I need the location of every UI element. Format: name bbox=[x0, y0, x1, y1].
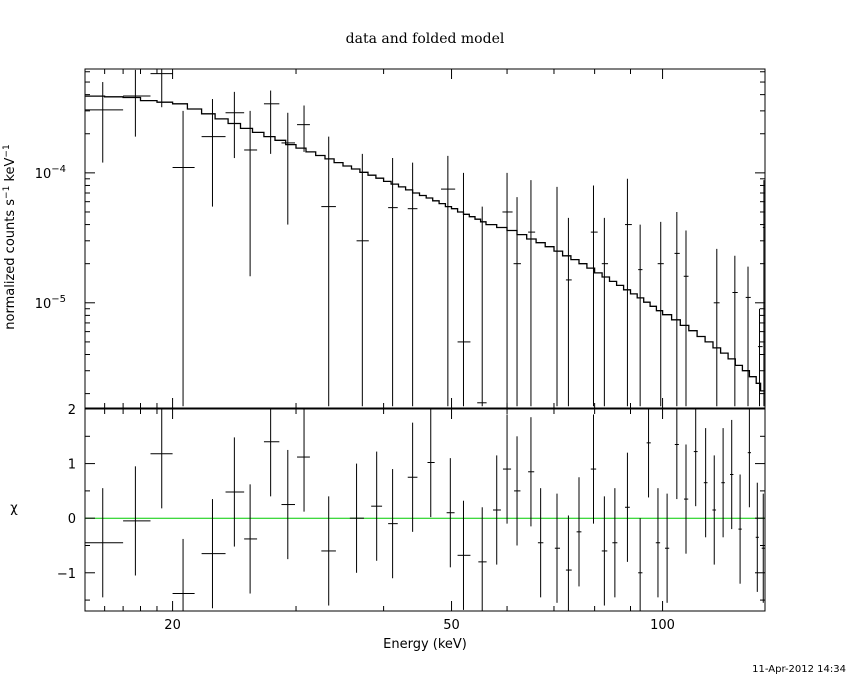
chart-title: data and folded model bbox=[346, 31, 505, 47]
x-tick-label: 100 bbox=[650, 618, 675, 633]
y-tick-label-bottom: 1 bbox=[68, 458, 76, 473]
x-axis-label: Energy (keV) bbox=[383, 637, 467, 652]
bottom-tick-labels: −1 0 1 2 20 50 100 bbox=[57, 403, 675, 633]
x-tick-label: 20 bbox=[164, 618, 181, 633]
residual-y-axis-label: χ bbox=[10, 501, 18, 516]
top-data-points bbox=[85, 69, 765, 408]
y-tick-label-bottom: 0 bbox=[68, 512, 76, 527]
x-tick-label: 50 bbox=[443, 618, 460, 633]
timestamp: 11-Apr-2012 14:34 bbox=[752, 664, 846, 675]
top-plot-frame bbox=[84, 68, 766, 409]
y-tick-label-bottom: 2 bbox=[68, 403, 76, 418]
bottom-axis-ticks bbox=[85, 408, 765, 611]
bottom-panel: −1 0 1 2 20 50 100 χ Energy (keV) bbox=[10, 403, 766, 652]
top-y-axis-label: normalized counts s−1 keV−1 bbox=[2, 144, 18, 329]
bottom-plot-frame bbox=[84, 408, 766, 612]
top-panel: 10−4 10−5 normalized counts s−1 keV−1 bbox=[2, 68, 766, 409]
top-y-tick-labels: 10−4 10−5 bbox=[35, 164, 66, 312]
folded-model-line bbox=[85, 95, 765, 392]
y-tick-label-top: 10−4 bbox=[35, 164, 66, 182]
top-axis-ticks bbox=[85, 69, 765, 408]
y-tick-label-bottom: −1 bbox=[57, 567, 76, 582]
y-tick-label-top: 10−5 bbox=[35, 294, 66, 312]
residual-points bbox=[85, 409, 765, 611]
